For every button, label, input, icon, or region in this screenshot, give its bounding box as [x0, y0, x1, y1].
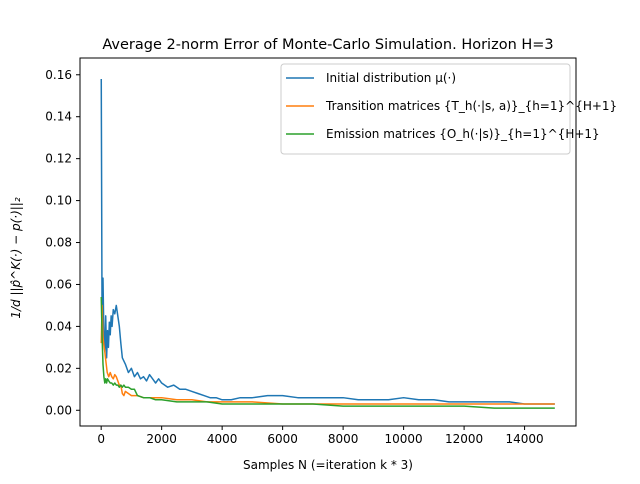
chart-title: Average 2-norm Error of Monte-Carlo Simu… — [102, 37, 553, 53]
y-tick-label: 0.16 — [45, 68, 72, 82]
legend: Initial distribution μ(·) Transition matr… — [280, 63, 617, 155]
y-tick-label: 0.02 — [45, 361, 72, 375]
x-axis-label: Samples N (=iteration k * 3) — [243, 458, 413, 472]
y-tick-label: 0.06 — [45, 277, 72, 291]
y-tick-label: 0.14 — [45, 110, 72, 124]
x-tick-label: 2000 — [146, 432, 177, 446]
legend-label-1: Initial distribution μ(·) — [326, 71, 456, 85]
y-tick-label: 0.12 — [45, 152, 72, 166]
legend-items: Initial distribution μ(·) Transition matr… — [286, 71, 617, 141]
y-tick-label: 0.08 — [45, 236, 72, 250]
y-tick-label: 0.10 — [45, 194, 72, 208]
plot-frame — [79, 57, 577, 427]
y-axis-label-text: 1/d ||p̂^K(·) − p(·)||₂ — [9, 197, 23, 318]
x-tick-label: 4000 — [207, 432, 238, 446]
legend-box — [280, 63, 571, 155]
x-tick-label: 8000 — [328, 432, 359, 446]
x-tick-label: 12000 — [445, 432, 483, 446]
series-line-3 — [100, 297, 555, 409]
series-line-2 — [100, 304, 555, 405]
y-tick-label: 0.00 — [45, 403, 72, 417]
x-tick-label: 10000 — [385, 432, 423, 446]
legend-label-3: Emission matrices {O_h(·|s)}_{h=1}^{H+1} — [326, 127, 600, 141]
tick-layer: 0 2000 4000 6000 8000 10000 12000 14000 0.00 0.02… — [45, 68, 543, 446]
y-tick-label: 0.04 — [45, 319, 72, 333]
x-tick-label: 6000 — [267, 432, 298, 446]
series-layer — [100, 78, 555, 409]
x-tick-label: 14000 — [505, 432, 543, 446]
x-tick-label: 0 — [97, 432, 105, 446]
legend-label-2: Transition matrices {T_h(·|s, a)}_{h=1}^… — [325, 99, 617, 113]
series-line-1 — [100, 78, 555, 405]
y-axis-label: 1/d ||p̂^K(·) − p(·)||₂ — [9, 197, 23, 318]
